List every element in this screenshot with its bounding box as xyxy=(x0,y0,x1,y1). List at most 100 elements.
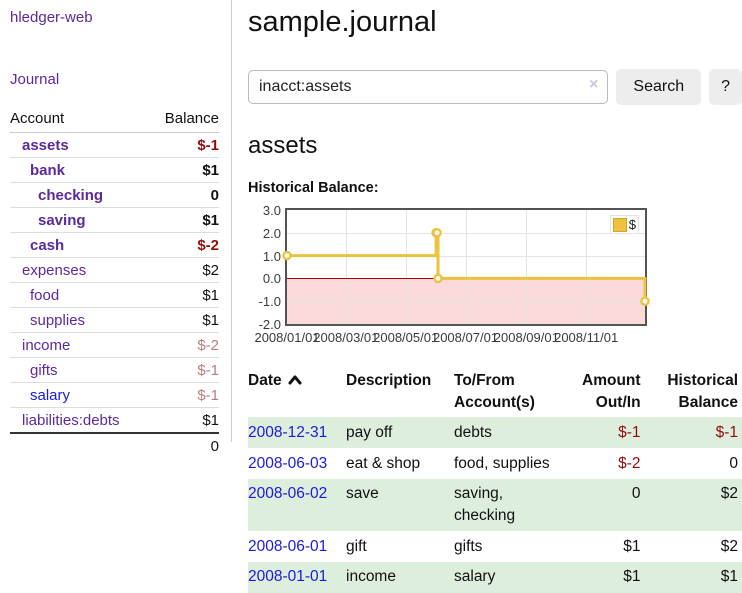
y-axis-tick-label: -2.0 xyxy=(258,317,281,332)
transaction-balance: 0 xyxy=(729,454,738,472)
vertical-gridline xyxy=(465,210,467,324)
transaction-amount: $-2 xyxy=(618,454,641,472)
vertical-gridline xyxy=(526,210,528,324)
account-balance: $1 xyxy=(149,282,219,308)
account-row: expenses $2 xyxy=(10,257,219,283)
account-balance: $-2 xyxy=(149,232,219,258)
account-row: income $-2 xyxy=(10,332,219,358)
transaction-description: income xyxy=(346,568,396,586)
transaction-amount: $1 xyxy=(623,537,641,555)
app-title-link[interactable]: hledger-web xyxy=(10,9,93,26)
accounts-header-balance: Balance xyxy=(149,107,219,133)
vertical-gridline xyxy=(345,210,347,324)
transaction-accounts: saving, checking xyxy=(454,485,516,524)
account-row: supplies $1 xyxy=(10,307,219,333)
account-link[interactable]: saving xyxy=(38,211,86,229)
account-link[interactable]: checking xyxy=(38,186,104,204)
column-header-to/from-account(s): To/From Account(s) xyxy=(454,372,535,411)
account-row: cash $-2 xyxy=(10,232,219,258)
transaction-balance: $2 xyxy=(720,485,738,503)
chart-plot-area: $ 3.0 2.0 1.0 0.0 -1.0 -2.0 xyxy=(259,203,650,332)
transaction-balance: $-1 xyxy=(715,423,738,441)
account-balance: $-2 xyxy=(149,332,219,358)
x-axis-tick-label: 2008/07/01 xyxy=(432,330,499,345)
sidebar: hledger-web Journal Account Balance asse… xyxy=(0,0,232,458)
data-point-marker xyxy=(432,227,442,238)
accounts-total-value: 0 xyxy=(149,432,219,458)
horizontal-gridline xyxy=(287,301,645,303)
search-button[interactable]: Search xyxy=(616,69,702,105)
accounts-rows: assets $-1 bank $1 checking 0 saving $1 cash $-2 e… xyxy=(10,133,219,433)
account-row: saving $1 xyxy=(10,207,219,233)
account-link[interactable]: supplies xyxy=(30,311,86,329)
chart-legend: $ xyxy=(609,215,639,234)
horizontal-gridline xyxy=(287,232,645,234)
chart-title: Historical Balance: xyxy=(248,180,379,196)
account-row: gifts $-1 xyxy=(10,357,219,383)
transactions-table: Date Description To/From Account(s) Amount Ou… xyxy=(248,368,742,593)
y-axis-tick-label: 3.0 xyxy=(262,203,281,218)
accounts-header-account: Account xyxy=(10,107,150,133)
account-link[interactable]: food xyxy=(30,286,60,304)
account-link[interactable]: salary xyxy=(30,386,71,404)
account-link[interactable]: gifts xyxy=(30,361,58,379)
transaction-accounts: food, supplies xyxy=(454,454,550,472)
vertical-gridline xyxy=(586,210,588,324)
historical-balance-chart: $ 3.0 2.0 1.0 0.0 -1.0 -2.0 2008/01/01 2008/03… xyxy=(254,203,650,348)
chart-x-axis-labels: 2008/01/01 2008/03/01 2008/05/01 2008/07/01… xyxy=(254,330,647,348)
accounts-total-row: 0 xyxy=(10,432,219,458)
column-header-historical-balance: Historical Balance xyxy=(667,372,738,411)
transaction-date-link[interactable]: 2008-12-31 xyxy=(248,423,328,441)
page-title: sample.journal xyxy=(248,6,437,38)
sort-ascending-icon xyxy=(288,375,302,385)
account-link[interactable]: income xyxy=(22,336,71,354)
account-row: liabilities:debts $1 xyxy=(10,407,219,433)
transaction-description: eat & shop xyxy=(346,454,421,472)
transactions-header: Date Description To/From Account(s) Amount Ou… xyxy=(248,368,742,417)
account-link[interactable]: assets xyxy=(22,136,69,154)
account-balance: $-1 xyxy=(197,136,219,154)
y-axis-tick-label: 2.0 xyxy=(262,225,281,241)
transaction-row: 2008-06-02 save saving, checking 0 $2 xyxy=(248,478,742,532)
search-input[interactable] xyxy=(248,70,609,104)
transaction-date-link[interactable]: 2008-06-01 xyxy=(248,537,328,555)
account-link[interactable]: liabilities:debts xyxy=(22,411,120,429)
transaction-date-link[interactable]: 2008-01-01 xyxy=(248,568,328,586)
transaction-balance: $2 xyxy=(720,537,738,555)
account-balance: $2 xyxy=(149,257,219,283)
transaction-date-link[interactable]: 2008-06-03 xyxy=(248,454,328,472)
horizontal-gridline xyxy=(287,255,645,257)
y-axis-tick-label: -1.0 xyxy=(258,294,281,310)
help-button[interactable]: ? xyxy=(709,69,742,105)
column-header-description: Description xyxy=(346,372,432,389)
transaction-date-link[interactable]: 2008-06-02 xyxy=(248,485,328,503)
transaction-accounts: debts xyxy=(454,423,492,441)
column-header-date[interactable]: Date xyxy=(248,368,346,417)
account-row: bank $1 xyxy=(10,157,219,183)
account-row: food $1 xyxy=(10,282,219,308)
y-axis-tick-label: 0.0 xyxy=(262,271,281,287)
account-link[interactable]: cash xyxy=(30,236,65,254)
sidebar-item-journal[interactable]: Journal xyxy=(10,71,60,88)
account-link[interactable]: bank xyxy=(30,161,66,179)
transaction-row: 2008-06-01 gift gifts $1 $2 xyxy=(248,531,742,562)
transaction-amount: 0 xyxy=(631,485,641,503)
data-point-marker xyxy=(282,250,292,261)
transaction-row: 2008-06-03 eat & shop food, supplies $-2 0 xyxy=(248,448,742,479)
account-heading: assets xyxy=(248,132,318,159)
data-point-marker xyxy=(640,296,650,306)
account-link[interactable]: expenses xyxy=(22,261,87,279)
x-axis-tick-label: 2008/01/01 xyxy=(254,330,320,345)
vertical-gridline xyxy=(405,210,407,324)
transaction-accounts: gifts xyxy=(454,537,483,555)
account-row: checking 0 xyxy=(10,182,219,208)
clear-search-icon[interactable]: × xyxy=(589,76,599,93)
account-row: salary $-1 xyxy=(10,382,219,408)
transaction-row: 2008-01-01 income salary $1 $1 xyxy=(248,561,742,593)
transaction-accounts: salary xyxy=(454,568,496,586)
account-row: assets $-1 xyxy=(10,133,219,158)
transaction-row: 2008-12-31 pay off debts $-1 $-1 xyxy=(248,417,742,449)
account-balance: $1 xyxy=(149,157,219,183)
transaction-amount: $1 xyxy=(623,568,641,586)
main-content: sample.journal × Search ? assets Histori… xyxy=(248,0,742,593)
